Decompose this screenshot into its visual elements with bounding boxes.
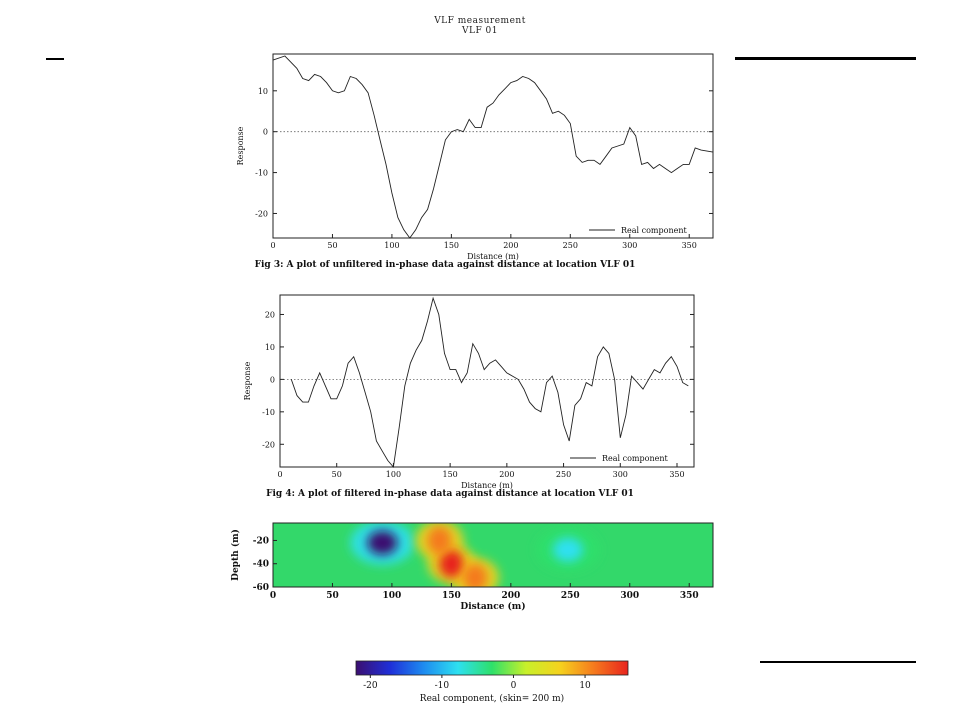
unfiltered-line-chart: 0 50 100 150 200 250 300 350 -20 -10 0 10 Distance (… bbox=[236, 53, 714, 270]
y-axis-label: Depth (m) bbox=[230, 529, 241, 581]
filtered-line-chart: 0 50 100 150 200 250 300 350 -20 -10 0 10 20 Distance… bbox=[243, 294, 695, 499]
x-tick-label: 200 bbox=[501, 591, 520, 601]
y-tick-label: 10 bbox=[265, 343, 275, 352]
anomaly-core-high bbox=[439, 549, 464, 578]
heatmap-anomalies bbox=[350, 523, 600, 587]
x-axis-label: Distance (m) bbox=[467, 252, 519, 261]
legend-label: Real component bbox=[602, 454, 668, 463]
colorbar bbox=[355, 660, 629, 676]
y-axis-label: Response bbox=[236, 126, 245, 165]
colorbar-tick-label: 0 bbox=[511, 681, 517, 691]
x-tick-label: 50 bbox=[327, 241, 337, 250]
colorbar-tick-label: -10 bbox=[435, 681, 450, 691]
y-tick-label: -10 bbox=[255, 169, 268, 178]
series-line-real-component bbox=[272, 55, 714, 239]
x-tick-label: 50 bbox=[326, 591, 339, 601]
legend-label: Real component bbox=[621, 226, 687, 235]
x-tick-label: 150 bbox=[442, 591, 461, 601]
x-tick-label: 150 bbox=[442, 470, 457, 479]
figure-caption: Fig 4: A plot of filtered in-phase data … bbox=[266, 489, 634, 499]
y-tick-label: -20 bbox=[255, 209, 268, 218]
x-tick-label: 250 bbox=[556, 470, 571, 479]
x-tick-label: 200 bbox=[503, 241, 518, 250]
colorbar-label: Real component, (skin= 200 m) bbox=[420, 693, 564, 704]
anomaly-core-low bbox=[367, 530, 398, 555]
x-tick-label: 200 bbox=[499, 470, 514, 479]
divider-right-top bbox=[735, 57, 916, 60]
x-tick-label: 0 bbox=[277, 470, 282, 479]
x-axis-label: Distance (m) bbox=[461, 481, 513, 490]
y-tick-label: -10 bbox=[262, 408, 275, 417]
y-tick-label: 20 bbox=[265, 310, 275, 319]
y-tick-label: -60 bbox=[253, 583, 269, 593]
x-tick-label: 250 bbox=[561, 591, 580, 601]
x-tick-label: 250 bbox=[563, 241, 578, 250]
y-tick-label: -40 bbox=[253, 560, 269, 570]
figure-caption: Fig 3: A plot of unfiltered in-phase dat… bbox=[255, 260, 636, 270]
x-axis-label: Distance (m) bbox=[460, 601, 525, 612]
series-line-real-component bbox=[290, 296, 689, 469]
y-tick-label: 10 bbox=[258, 87, 268, 96]
heatmap-frame bbox=[272, 522, 714, 588]
y-axis-label: Response bbox=[243, 361, 252, 400]
x-tick-label: 350 bbox=[669, 470, 684, 479]
divider-right-bottom bbox=[760, 661, 916, 663]
y-tick-label: 0 bbox=[270, 375, 275, 384]
colorbar-tick-label: -20 bbox=[363, 681, 378, 691]
x-tick-label: 100 bbox=[383, 591, 402, 601]
anomaly-core-low bbox=[552, 537, 583, 562]
x-tick-label: 50 bbox=[332, 470, 342, 479]
x-tick-label: 0 bbox=[270, 591, 276, 601]
page-title: VLF measurement bbox=[434, 16, 526, 26]
x-tick-label: 100 bbox=[384, 241, 399, 250]
plot-frame bbox=[272, 53, 714, 239]
x-tick-label: 350 bbox=[680, 591, 699, 601]
x-tick-label: 300 bbox=[613, 470, 628, 479]
x-tick-label: 0 bbox=[270, 241, 275, 250]
x-tick-label: 350 bbox=[682, 241, 697, 250]
x-tick-label: 300 bbox=[622, 241, 637, 250]
y-tick-label: -20 bbox=[253, 536, 269, 546]
page-subtitle: VLF 01 bbox=[461, 26, 499, 36]
y-tick-label: -20 bbox=[262, 440, 275, 449]
colorbar-tick-label: 10 bbox=[579, 681, 591, 691]
plot-frame bbox=[279, 294, 695, 468]
anomaly-core-high bbox=[427, 526, 452, 555]
x-tick-label: 100 bbox=[386, 470, 401, 479]
y-tick-label: 0 bbox=[263, 128, 268, 137]
x-tick-label: 150 bbox=[444, 241, 459, 250]
divider-left bbox=[46, 58, 64, 60]
x-tick-label: 300 bbox=[620, 591, 639, 601]
anomaly-core-high bbox=[463, 563, 488, 587]
